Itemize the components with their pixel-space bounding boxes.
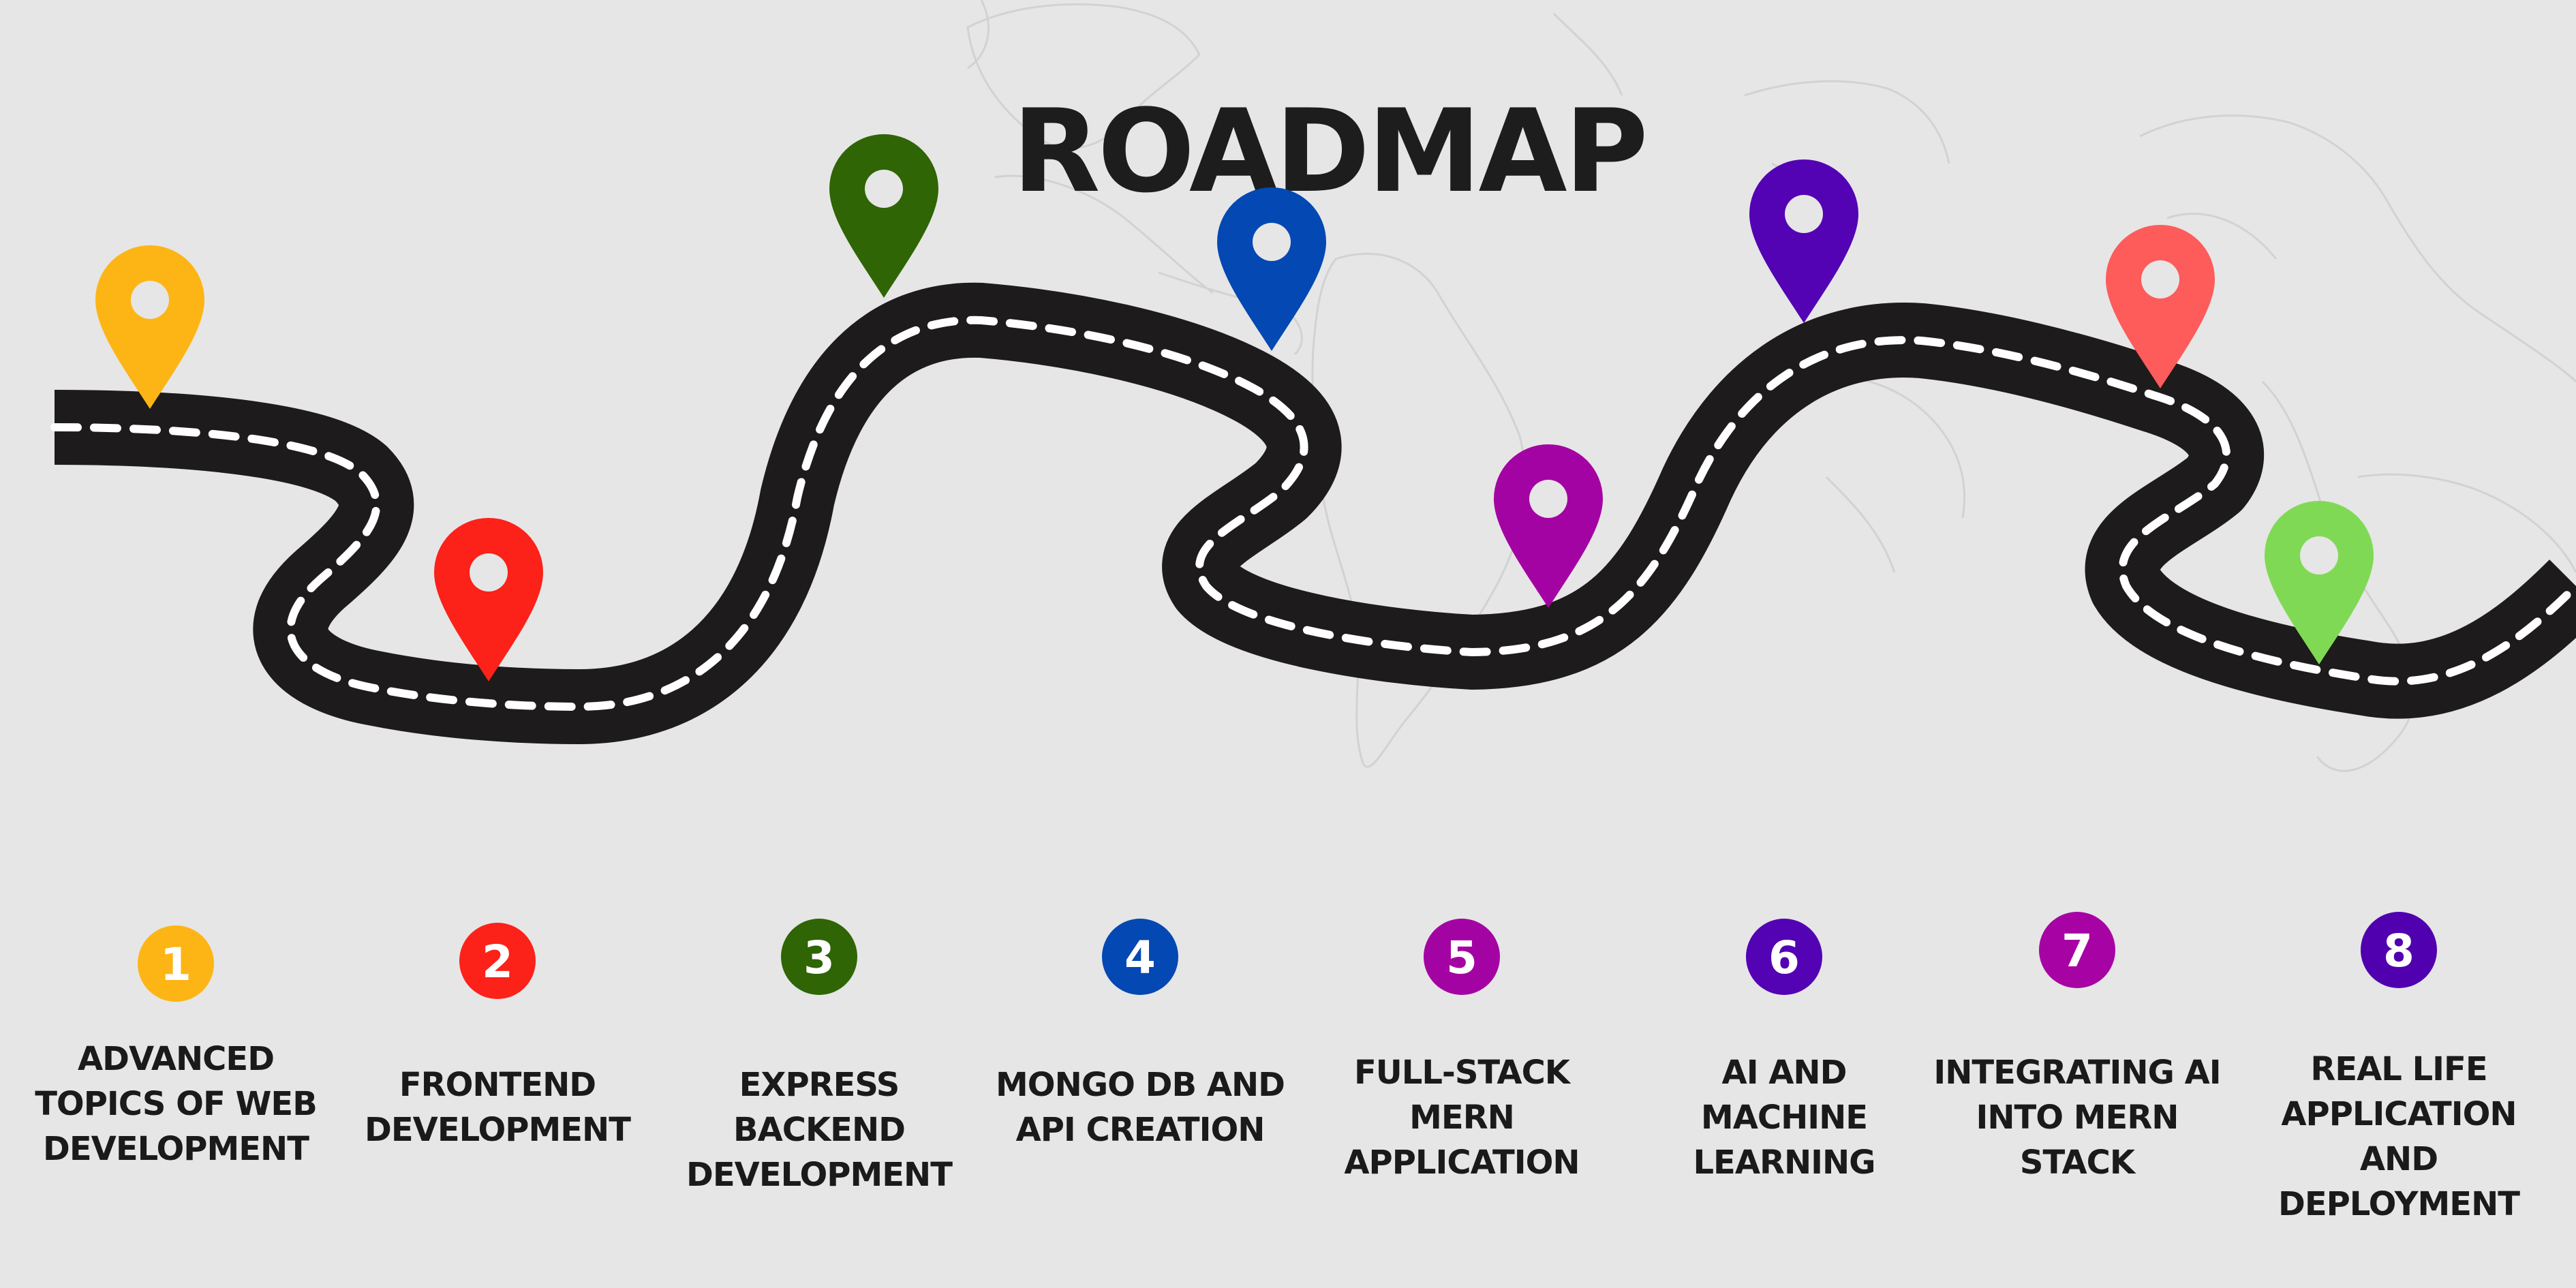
map-pin-icon <box>95 245 204 409</box>
map-pin-hole <box>1529 480 1567 518</box>
roadmap-step: 7 INTEGRATING AI INTO MERN STACK <box>1933 912 2222 1182</box>
step-label-line: REAL LIFE <box>2310 1050 2487 1088</box>
step-label-line: LEARNING <box>1693 1144 1875 1182</box>
step-number: 5 <box>1446 932 1477 984</box>
step-number: 1 <box>160 938 191 991</box>
step-label-line: DEVELOPMENT <box>43 1130 309 1168</box>
step-number-badge <box>459 923 536 999</box>
step-label-line: INTEGRATING AI <box>1933 1054 2220 1092</box>
step-label-line: TOPICS OF WEB <box>35 1085 317 1123</box>
map-pin-icon <box>1494 444 1603 608</box>
step-label-line: FRONTEND <box>399 1066 596 1104</box>
step-label-line: DEVELOPMENT <box>365 1111 631 1149</box>
step-number: 6 <box>1768 932 1800 984</box>
map-pin-shape <box>829 134 939 298</box>
map-pin-icon <box>1217 187 1326 351</box>
roadmap-step: 4 MONGO DB AND API CREATION <box>996 919 1285 1149</box>
step-label-line: API CREATION <box>1016 1111 1265 1149</box>
step-number: 7 <box>2061 925 2093 977</box>
map-pin-hole <box>470 553 508 592</box>
page-title: ROADMAP <box>1012 85 1645 218</box>
step-label-line: MACHINE <box>1701 1099 1867 1137</box>
roadmap-step: 2 FRONTEND DEVELOPMENT <box>365 923 632 1149</box>
step-label-line: MONGO DB AND <box>996 1066 1285 1104</box>
step-number-badge <box>781 919 857 995</box>
roadmap-step: 1 ADVANCED TOPICS OF WEB DEVELOPMENT <box>35 925 318 1168</box>
step-label-line: STACK <box>2020 1144 2136 1182</box>
map-pin-icon <box>2265 501 2374 664</box>
roadmap-step: 6 AI AND MACHINE LEARNING <box>1693 919 1876 1182</box>
map-pin-icon <box>434 518 543 681</box>
step-number: 8 <box>2383 925 2414 977</box>
step-number-badge <box>2361 912 2437 988</box>
step-number: 4 <box>1124 932 1156 984</box>
map-pin-hole <box>1785 195 1823 233</box>
roadmap-step: 3 EXPRESS BACKEND DEVELOPMENT <box>686 919 953 1194</box>
road-dashes <box>50 316 2576 711</box>
roadmap-step: 5 FULL-STACK MERN APPLICATION <box>1344 919 1580 1182</box>
step-number-badge <box>1746 919 1822 995</box>
map-pin-hole <box>865 170 903 208</box>
step-number: 3 <box>803 932 835 984</box>
road <box>50 282 2576 744</box>
step-number-badge <box>1102 919 1178 995</box>
map-pin-shape <box>1217 187 1326 351</box>
map-pin-icon <box>2106 225 2215 388</box>
map-pin-shape <box>1494 444 1603 608</box>
map-pin-shape <box>1749 159 1858 323</box>
step-label-line: DEPLOYMENT <box>2278 1185 2520 1223</box>
map-pin-shape <box>2265 501 2374 664</box>
step-label-line: MERN <box>1409 1099 1514 1137</box>
step-label-line: EXPRESS <box>739 1066 900 1104</box>
step-number-badge <box>1424 919 1500 995</box>
step-label-line: APPLICATION <box>1344 1144 1579 1182</box>
step-label-line: APPLICATION <box>2281 1095 2516 1133</box>
map-pin-shape <box>95 245 204 409</box>
map-pin-hole <box>1253 223 1291 261</box>
map-pin-hole <box>2300 536 2338 574</box>
step-number-badge <box>138 925 214 1002</box>
map-pin-icon <box>829 134 939 298</box>
step-number-badge <box>2039 912 2115 988</box>
step-label-line: ADVANCED <box>78 1040 274 1078</box>
step-label-line: FULL-STACK <box>1354 1054 1571 1092</box>
step-label-line: INTO MERN <box>1976 1099 2179 1137</box>
map-pin-hole <box>131 281 169 319</box>
map-pin-icon <box>1749 159 1858 323</box>
road-surface <box>54 282 2576 744</box>
map-pin-shape <box>2106 225 2215 388</box>
map-pin-hole <box>2141 260 2179 298</box>
step-label-line: AND <box>2360 1140 2438 1178</box>
roadmap-step: 8 REAL LIFE APPLICATION AND DEPLOYMENT <box>2278 912 2521 1223</box>
step-number: 2 <box>482 936 513 988</box>
step-label-line: BACKEND <box>733 1111 905 1149</box>
step-label-line: AI AND <box>1722 1054 1847 1092</box>
step-label-line: DEVELOPMENT <box>686 1156 953 1194</box>
map-pin-shape <box>434 518 543 681</box>
